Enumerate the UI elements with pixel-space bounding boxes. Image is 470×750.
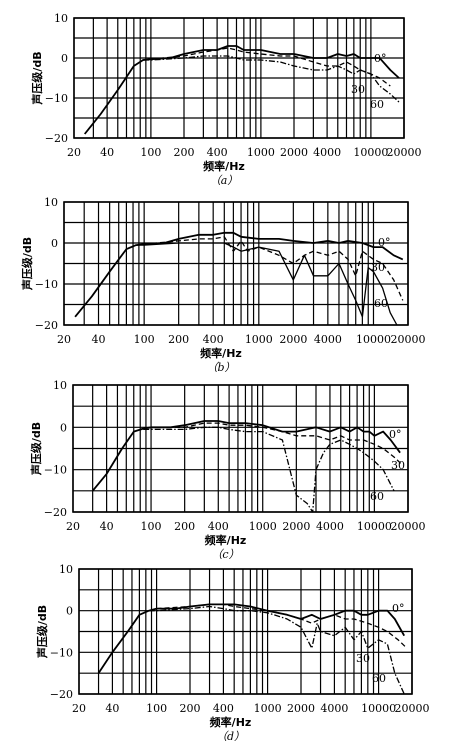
y-tick-label: −10	[45, 92, 68, 105]
series-line-30	[148, 603, 408, 649]
series-line-30	[136, 236, 404, 301]
y-axis-label: 声压级/dB	[29, 422, 43, 476]
series-line-60	[136, 242, 398, 326]
x-tick-label: 40	[100, 520, 114, 533]
series-label-0deg: 0°	[389, 428, 402, 441]
x-tick-label: 40	[100, 146, 114, 159]
y-tick-label: 0	[51, 237, 58, 250]
y-tick-label: −10	[44, 464, 67, 477]
plot-frame	[73, 17, 405, 139]
panel-caption: （d）	[216, 730, 245, 743]
plot-frame	[78, 568, 413, 695]
y-tick-label: −20	[50, 688, 73, 701]
x-tick-label: 10000	[353, 146, 388, 159]
x-tick-label: 4000	[313, 146, 341, 159]
y-tick-label: 0	[61, 52, 68, 65]
x-tick-label: 10000	[356, 333, 391, 346]
x-tick-label: 400	[203, 333, 224, 346]
x-tick-label: 20	[72, 702, 86, 715]
x-tick-label: 400	[208, 520, 229, 533]
y-tick-label: −10	[35, 278, 58, 291]
x-tick-label: 200	[168, 333, 189, 346]
x-tick-label: 4000	[320, 702, 348, 715]
x-tick-label: 400	[213, 702, 234, 715]
series-label-60: 60	[372, 672, 386, 685]
x-axis-label: 频率/Hz	[200, 346, 242, 360]
y-tick-label: 10	[59, 563, 73, 576]
x-tick-label: 20000	[391, 520, 426, 533]
x-tick-label: 2000	[279, 333, 307, 346]
x-tick-label: 400	[207, 146, 228, 159]
y-axis-label: 声压级/dB	[35, 605, 49, 659]
x-tick-label: 20000	[395, 702, 430, 715]
x-tick-label: 200	[174, 146, 195, 159]
series-line-30	[143, 422, 404, 466]
x-tick-label: 4000	[314, 333, 342, 346]
x-axis-label: 频率/Hz	[210, 715, 252, 729]
y-tick-label: −20	[45, 132, 68, 145]
series-label-0deg: 0°	[374, 52, 387, 65]
x-tick-label: 40	[92, 333, 106, 346]
y-tick-label: −10	[50, 646, 73, 659]
x-tick-label: 2000	[287, 702, 315, 715]
x-tick-label: 2000	[280, 146, 308, 159]
x-tick-label: 100	[146, 702, 167, 715]
x-tick-label: 1000	[247, 146, 275, 159]
x-tick-label: 1000	[249, 520, 277, 533]
series-line-60	[143, 55, 400, 103]
series-label-30: 30	[356, 652, 370, 665]
x-tick-label: 1000	[245, 333, 273, 346]
x-tick-label: 10000	[361, 702, 396, 715]
x-tick-label: 4000	[316, 520, 344, 533]
x-axis-label: 频率/Hz	[205, 533, 247, 547]
x-tick-label: 20000	[391, 333, 426, 346]
y-tick-label: 0	[66, 605, 73, 618]
panel-caption: （a）	[210, 174, 239, 187]
panel-caption: （b）	[206, 361, 235, 374]
x-axis-label: 频率/Hz	[203, 159, 245, 173]
x-tick-label: 20000	[387, 146, 422, 159]
y-tick-label: 10	[44, 196, 58, 209]
series-label-30: 30	[351, 83, 365, 96]
x-tick-label: 40	[105, 702, 119, 715]
series-label-0deg: 0°	[392, 602, 405, 615]
series-label-30: 30	[371, 261, 385, 274]
series-line-30	[143, 47, 391, 87]
panel-caption: （c）	[211, 548, 239, 561]
x-tick-label: 200	[180, 702, 201, 715]
plot-frame	[63, 201, 409, 326]
x-tick-label: 100	[141, 520, 162, 533]
series-label-60: 60	[370, 98, 384, 111]
y-tick-label: 10	[53, 379, 67, 392]
series-label-0deg: 0°	[378, 236, 391, 249]
y-axis-label: 声压级/dB	[30, 51, 44, 105]
y-tick-label: 10	[54, 12, 68, 25]
x-tick-label: 1000	[254, 702, 282, 715]
series-label-60: 60	[370, 490, 384, 503]
series-label-60: 60	[374, 297, 388, 310]
x-tick-label: 20	[67, 146, 81, 159]
series-line-60	[143, 426, 395, 513]
x-tick-label: 200	[174, 520, 195, 533]
x-tick-label: 20	[57, 333, 71, 346]
plot-frame	[72, 384, 409, 513]
x-tick-label: 2000	[282, 520, 310, 533]
x-tick-label: 10000	[357, 520, 392, 533]
y-axis-label: 声压级/dB	[20, 237, 34, 291]
y-tick-label: −20	[35, 319, 58, 332]
y-tick-label: −20	[44, 506, 67, 519]
x-tick-label: 100	[134, 333, 155, 346]
series-line-60	[148, 605, 405, 695]
series-label-30: 30	[391, 459, 405, 472]
x-tick-label: 20	[66, 520, 80, 533]
x-tick-label: 100	[140, 146, 161, 159]
y-tick-label: 0	[60, 421, 67, 434]
